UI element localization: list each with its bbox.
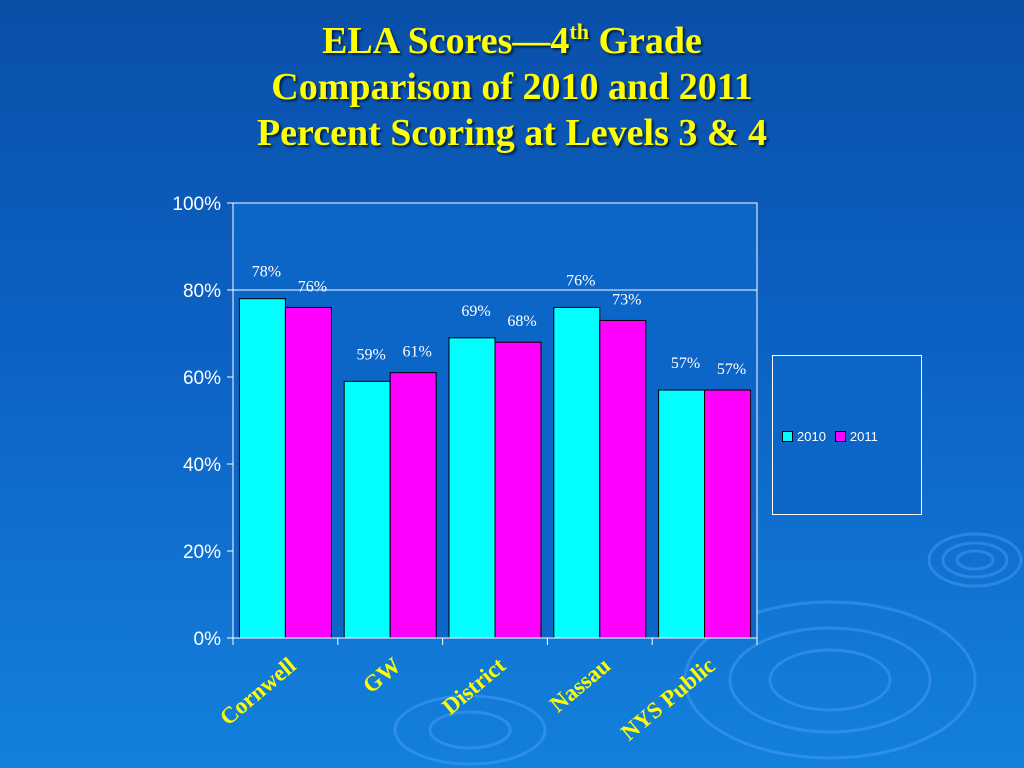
data-label: 57% xyxy=(671,355,700,372)
bar-2011-nys-public xyxy=(704,389,752,639)
y-tick-label: 40% xyxy=(183,455,221,476)
y-tick-label: 60% xyxy=(183,368,221,389)
data-label: 69% xyxy=(461,303,490,320)
data-label: 59% xyxy=(357,346,386,363)
slide-title: ELA Scores—4th Grade Comparison of 2010 … xyxy=(0,18,1024,156)
bar-2010-gw xyxy=(343,380,391,639)
title-line-1: ELA Scores—4th Grade xyxy=(322,19,702,62)
title-line-3: Percent Scoring at Levels 3 & 4 xyxy=(256,112,768,154)
y-tick-label: 20% xyxy=(183,542,221,563)
bar-2011-nassau xyxy=(599,319,647,639)
y-tick-label: 100% xyxy=(172,194,221,215)
bar-2010-nys-public xyxy=(658,389,706,639)
legend-swatch-2010 xyxy=(782,431,793,442)
data-label: 76% xyxy=(298,278,327,295)
data-label: 57% xyxy=(717,361,746,378)
x-tick-label: Nassau xyxy=(545,653,615,717)
bar-2010-cornwell xyxy=(238,298,286,639)
legend-swatch-2011 xyxy=(834,431,846,442)
bar-2011-district xyxy=(494,341,542,639)
x-tick-label: Cornwell xyxy=(215,653,301,730)
data-label: 73% xyxy=(612,291,641,308)
title-line-2: Comparison of 2010 and 2011 xyxy=(271,66,753,108)
legend-entry-2011: 2011 xyxy=(834,429,878,444)
legend-row: 2010 2011 xyxy=(782,429,887,444)
y-tick-label: 80% xyxy=(183,281,221,302)
data-label: 76% xyxy=(566,272,595,289)
y-tick-label: 0% xyxy=(194,629,222,650)
data-label: 68% xyxy=(507,313,536,330)
legend: 2010 2011 xyxy=(772,355,922,515)
bar-2011-gw xyxy=(389,372,437,639)
bar-2010-nassau xyxy=(553,306,601,639)
bar-2010-district xyxy=(448,337,496,639)
bar-2011-cornwell xyxy=(284,306,332,639)
data-label: 78% xyxy=(252,264,281,281)
data-label: 61% xyxy=(403,344,432,361)
legend-label-2010: 2010 xyxy=(797,429,826,444)
x-tick-label: District xyxy=(437,652,510,719)
x-tick-label: NYS Public xyxy=(616,653,720,746)
legend-entry-2010: 2010 xyxy=(782,429,826,444)
x-tick-label: GW xyxy=(358,653,405,698)
legend-label-2011: 2011 xyxy=(849,429,878,444)
